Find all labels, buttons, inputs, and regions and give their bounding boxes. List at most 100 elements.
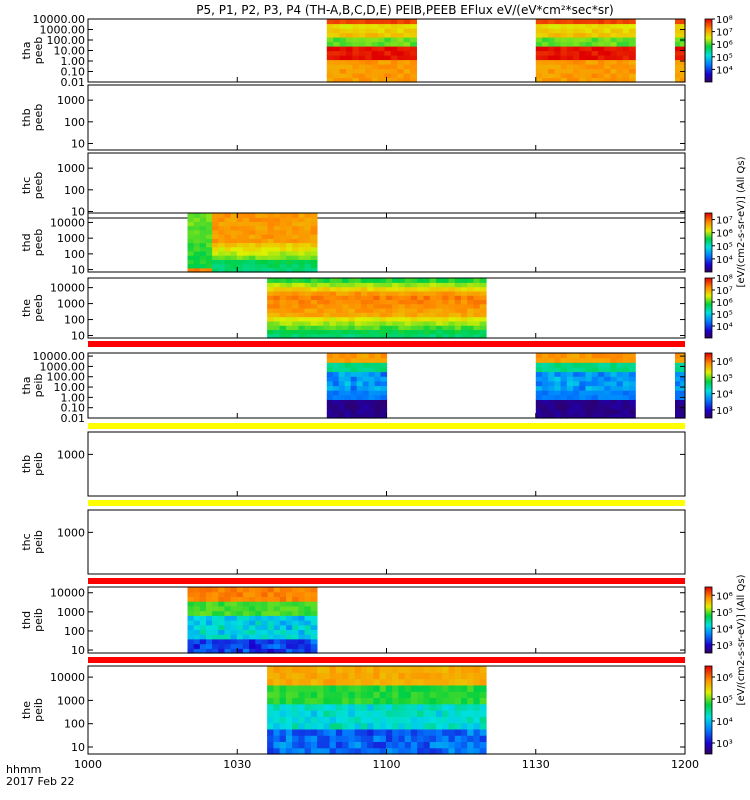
- spectrogram-cell: [267, 703, 274, 711]
- spectrogram-cell: [358, 28, 366, 34]
- colorbar-tick-label: 10⁴: [716, 65, 733, 76]
- spectrogram-cell: [304, 290, 312, 296]
- spectrogram-cell: [356, 376, 364, 382]
- spectrogram-cell: [429, 295, 437, 300]
- spectrogram-cell: [368, 366, 376, 373]
- spectrogram-cell: [448, 333, 456, 339]
- spectrogram-cell: [279, 610, 287, 616]
- spectrogram-cell: [348, 282, 356, 288]
- spectrogram-cell: [292, 295, 299, 300]
- spectrogram-cell: [548, 390, 555, 396]
- spectrogram-cell: [326, 41, 334, 47]
- spectrogram-cell: [304, 747, 312, 755]
- spectrogram-cell: [548, 413, 555, 419]
- spectrogram-cell: [573, 64, 580, 70]
- spectrogram-cell: [373, 312, 381, 318]
- spectrogram-cell: [479, 722, 487, 730]
- spectrogram-cell: [298, 221, 306, 227]
- spectrogram-cell: [461, 333, 468, 339]
- spectrogram-cell: [267, 320, 274, 326]
- spectrogram-cell: [218, 620, 226, 626]
- spectrogram-cell: [680, 77, 686, 83]
- spectrogram-cell: [218, 263, 226, 269]
- spectrogram-cell: [542, 37, 549, 43]
- spectrogram-cell: [279, 250, 287, 256]
- spectrogram-cell: [298, 615, 306, 621]
- spectrogram-cell: [249, 629, 256, 635]
- spectrogram-cell: [397, 46, 405, 52]
- spectrogram-cell: [398, 678, 406, 686]
- spectrogram-cell: [554, 28, 562, 34]
- spectrogram-cell: [352, 28, 360, 34]
- spectrogram-cell: [367, 303, 375, 309]
- spectrogram-cell: [542, 32, 549, 38]
- colorbar-unit-electron: [eV/(cm2-s-sr-eV)] (All Qs): [736, 156, 747, 287]
- spectrogram-cell: [310, 221, 318, 227]
- spectrogram-cell: [566, 404, 574, 410]
- spectrogram-cell: [436, 295, 443, 300]
- spectrogram-cell: [261, 225, 269, 231]
- spectrogram-cell: [675, 390, 681, 396]
- spectrogram-cell: [273, 229, 281, 235]
- spectrogram-cell: [329, 716, 337, 724]
- spectrogram-cell: [335, 703, 343, 711]
- spectrogram-cell: [454, 716, 462, 724]
- spectrogram-cell: [384, 32, 392, 38]
- spectrogram-cell: [304, 703, 312, 711]
- spectrogram-cell: [261, 601, 269, 607]
- spectrogram-cell: [206, 605, 213, 612]
- spectrogram-cell: [392, 299, 400, 305]
- spectrogram-cell: [310, 316, 318, 322]
- spectrogram-cell: [436, 286, 443, 292]
- spectrogram-cell: [579, 399, 587, 405]
- spectrogram-cell: [467, 312, 475, 318]
- spectrogram-cell: [390, 64, 398, 70]
- spectrogram-cell: [467, 741, 475, 749]
- spectrogram-cell: [373, 716, 381, 724]
- spectrogram-cell: [448, 316, 456, 322]
- spectrogram-cell: [356, 408, 364, 414]
- spectrogram-cell: [187, 610, 195, 616]
- spectrogram-cell: [467, 278, 475, 283]
- spectrogram-cell: [326, 77, 334, 83]
- spectrogram-cell: [212, 267, 219, 273]
- spectrogram-cell: [367, 728, 375, 736]
- spectrogram-cell: [230, 620, 238, 626]
- spectrogram-cell: [423, 329, 431, 335]
- spectrogram-cell: [610, 46, 618, 52]
- spectrogram-cell: [535, 399, 543, 405]
- spectrogram-cell: [193, 624, 201, 630]
- spectrogram-cell: [273, 299, 281, 305]
- spectrogram-cell: [597, 37, 605, 43]
- spectrogram-cell: [461, 716, 468, 724]
- spectrogram-cell: [566, 28, 574, 34]
- spectrogram-cell: [242, 643, 250, 649]
- spectrogram-cell: [554, 390, 562, 396]
- spectrogram-cell: [279, 684, 287, 692]
- spectrogram-cell: [255, 229, 263, 235]
- spectrogram-cell: [404, 710, 412, 717]
- spectrogram-cell: [374, 385, 382, 391]
- y-axis-label: peib: [32, 452, 45, 476]
- spectrogram-cell: [279, 735, 287, 742]
- spectrogram-cell: [379, 697, 387, 705]
- spectrogram-cell: [354, 286, 362, 292]
- spectrogram-cell: [680, 19, 686, 25]
- spectrogram-cell: [298, 605, 306, 612]
- spectrogram-cell: [448, 684, 456, 692]
- spectrogram-cell: [267, 587, 275, 593]
- spectrogram-cell: [342, 333, 350, 339]
- spectrogram-cell: [206, 221, 213, 227]
- spectrogram-cell: [379, 747, 387, 755]
- spectrogram-cell: [442, 666, 450, 673]
- spectrogram-cell: [560, 371, 568, 377]
- spectrogram-cell: [442, 684, 450, 692]
- spectrogram-cell: [680, 385, 686, 391]
- spectrogram-cell: [304, 638, 312, 645]
- spectrogram-cell: [338, 376, 346, 382]
- spectrogram-cell: [310, 666, 318, 673]
- spectrogram-cell: [348, 672, 356, 680]
- spectrogram-cell: [267, 217, 275, 222]
- spectrogram-cell: [218, 217, 226, 222]
- spectrogram-cell: [329, 278, 337, 283]
